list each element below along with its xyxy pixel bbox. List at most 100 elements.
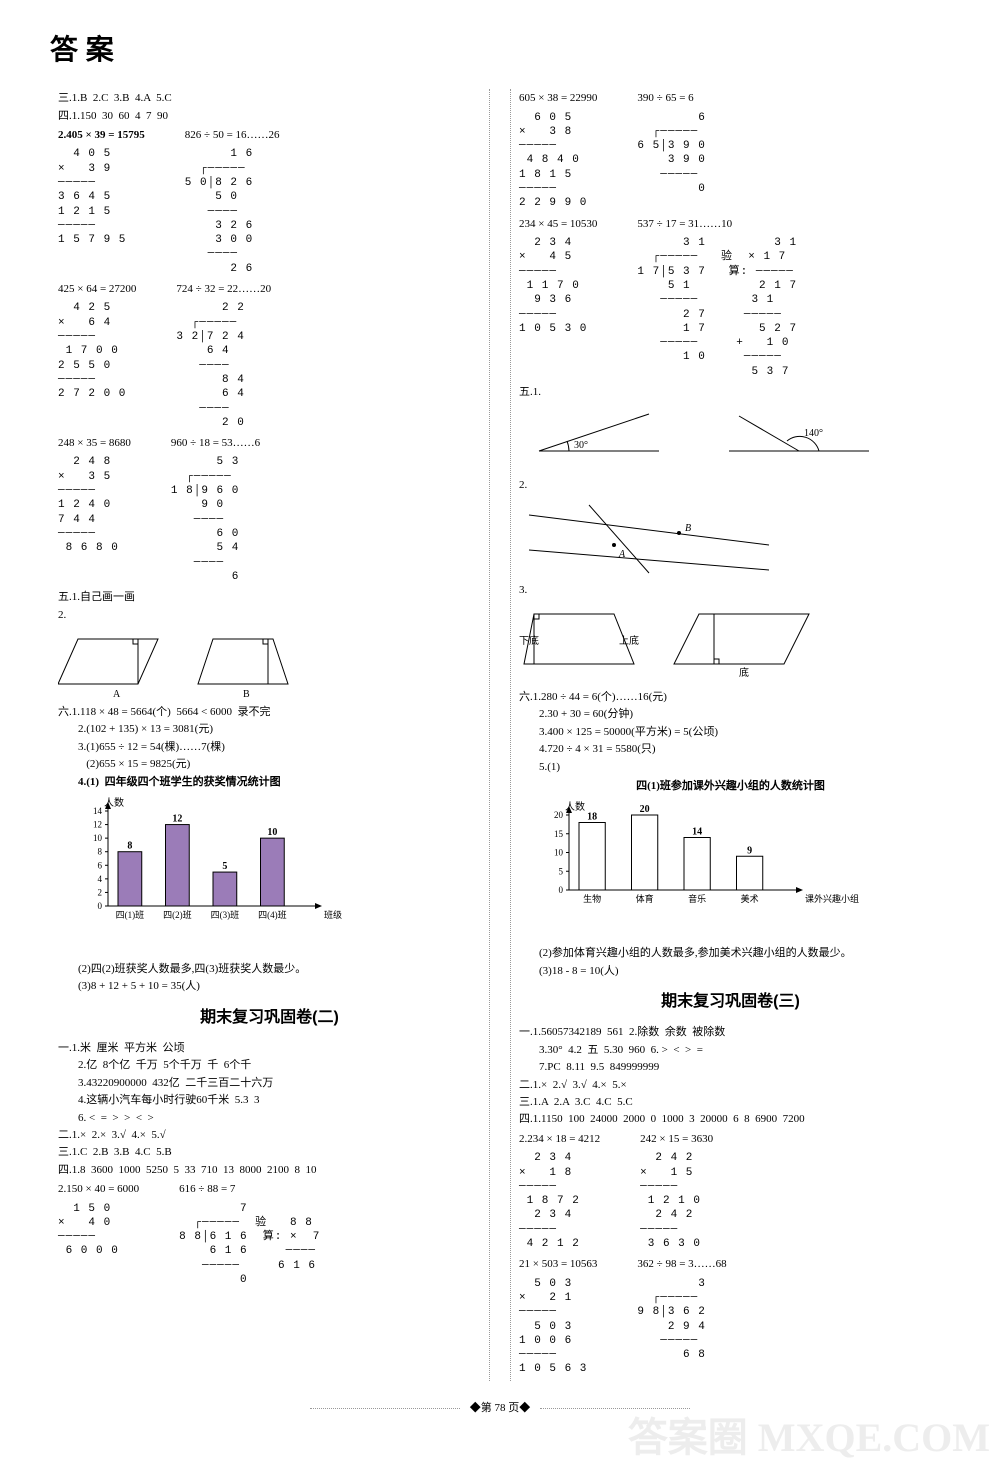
svg-text:10: 10 — [93, 833, 103, 843]
ans-4-1: 四.1.150 30 60 4 7 90 — [58, 109, 481, 124]
svg-text:音乐: 音乐 — [688, 893, 706, 904]
calc-title: 605 × 38 = 22990 — [519, 91, 597, 106]
svg-text:体育: 体育 — [636, 893, 654, 904]
r-5-2: 2. — [519, 478, 942, 493]
calc-248x35: 2 4 8 × 3 5 ───── 1 2 4 0 7 4 4 ───── 8 … — [58, 455, 131, 555]
paper3-title: 期末复习巩固卷(三) — [519, 991, 942, 1013]
calc-title: 242 × 15 = 3630 — [640, 1132, 713, 1147]
p3-4-1: 四.1.1150 100 24000 2000 0 1000 3 20000 6… — [519, 1112, 942, 1127]
calc-605x38: 6 0 5 × 3 8 ───── 4 8 4 0 1 8 1 5 ───── … — [519, 111, 597, 211]
svg-text:15: 15 — [554, 829, 564, 839]
chart2-title: 四(1)班参加课外兴趣小组的人数统计图 — [519, 779, 942, 794]
svg-text:12: 12 — [172, 813, 182, 824]
svg-text:12: 12 — [93, 819, 102, 829]
calc-234x18: 2 3 4 × 1 8 ───── 1 8 7 2 2 3 4 ───── 4 … — [519, 1151, 600, 1251]
svg-text:10: 10 — [554, 848, 564, 858]
svg-text:5: 5 — [222, 861, 227, 872]
r-6-1: 六.1.280 ÷ 44 = 6(个)……16(元) — [519, 690, 942, 705]
svg-text:8: 8 — [127, 841, 132, 852]
ans-6-3a: 3.(1)655 ÷ 12 = 54(棵)……7(棵) — [58, 740, 481, 755]
calc-title: 960 ÷ 18 = 53……6 — [171, 436, 260, 451]
svg-text:6: 6 — [98, 860, 103, 870]
points-AB-diagram: A B — [519, 495, 779, 575]
p3-2: 二.1.× 2.√ 3.√ 4.× 5.× — [519, 1078, 942, 1093]
svg-text:A: A — [618, 549, 626, 560]
page-title: 答 案 — [50, 30, 950, 69]
calc-title: 616 ÷ 88 = 7 — [179, 1182, 320, 1197]
calc-405x39: 4 0 5 × 3 9 ───── 3 6 4 5 1 2 1 5 ───── … — [58, 147, 145, 247]
svg-text:A: A — [113, 689, 121, 699]
r-6-2: 2.30 + 30 = 60(分钟) — [519, 707, 942, 722]
p3-3: 三.1.A 2.A 3.C 4.C 5.C — [519, 1095, 942, 1110]
r-6-5b: (2)参加体育兴趣小组的人数最多,参加美术兴趣小组的人数最少。 — [519, 946, 942, 961]
calc-537d17: 3 1 3 1 ┌───── 验 × 1 7 1 7│5 3 7 算: ────… — [637, 236, 797, 379]
p2-3: 三.1.C 2.B 3.B 4.C 5.B — [58, 1145, 481, 1160]
ans-3: 三.1.B 2.C 3.B 4.A 5.C — [58, 91, 481, 106]
calc-616d88: 7 ┌───── 验 8 8 8 8│6 1 6 算: × 7 6 1 6 ──… — [179, 1202, 320, 1288]
trapezoid-parallelogram: 下底 上底 底 — [519, 604, 942, 684]
calc-title: 2.150 × 40 = 6000 — [58, 1182, 139, 1197]
svg-text:四(4)班: 四(4)班 — [258, 909, 287, 920]
svg-text:0: 0 — [98, 901, 103, 911]
ans-5-1: 五.1.自己画一画 — [58, 590, 481, 605]
r-6-3: 3.400 × 125 = 50000(平方米) = 5(公顷) — [519, 725, 942, 740]
left-column: 三.1.B 2.C 3.B 4.A 5.C 四.1.150 30 60 4 7 … — [50, 89, 490, 1381]
trapezoid-B: B — [188, 629, 298, 699]
ans-6-3b: (2)655 × 15 = 9825(元) — [58, 757, 481, 772]
calc-503x21: 5 0 3 × 2 1 ───── 5 0 3 1 0 0 6 ───── 1 … — [519, 1277, 597, 1377]
r-6-4: 4.720 ÷ 4 × 31 = 5580(只) — [519, 742, 942, 757]
ans-5-2: 2. — [58, 608, 481, 623]
calc-title: 2.405 × 39 = 15795 — [58, 128, 145, 143]
svg-text:14: 14 — [692, 827, 702, 838]
p2-4-1: 四.1.8 3600 1000 5250 5 33 710 13 8000 21… — [58, 1163, 481, 1178]
svg-text:下底: 下底 — [519, 634, 539, 647]
svg-text:18: 18 — [587, 812, 597, 823]
p3-1-3: 3.30° 4.2 五 5.30 960 6. > < > = — [519, 1043, 942, 1058]
p2-1-4: 4.这辆小汽车每小时行驶60千米 5.3 3 — [58, 1093, 481, 1108]
svg-text:四(1)班: 四(1)班 — [116, 909, 145, 920]
page-footer: ◆第 78 页◆ — [50, 1401, 950, 1416]
calc-title: 724 ÷ 32 = 22……20 — [176, 282, 271, 297]
ans-6-4: 4.(1) 四年级四个班学生的获奖情况统计图 — [58, 775, 481, 790]
calc-title: 537 ÷ 17 = 31……10 — [637, 217, 797, 232]
calc-title: 390 ÷ 65 = 6 — [637, 91, 705, 106]
svg-text:四(3)班: 四(3)班 — [211, 909, 240, 920]
svg-text:4: 4 — [98, 874, 103, 884]
svg-text:生物: 生物 — [583, 893, 601, 904]
calc-390d65: 6 ┌───── 6 5│3 9 0 3 9 0 ───── 0 — [637, 111, 705, 197]
bar-chart-2: 人数0510152018生物20体育14音乐9美术课外兴趣小组 — [539, 800, 942, 940]
r-5-1: 五.1. — [519, 385, 942, 400]
p2-2: 二.1.× 2.× 3.√ 4.× 5.√ — [58, 1128, 481, 1143]
p2-1-6: 6. < = > > < > — [58, 1111, 481, 1126]
svg-text:2: 2 — [98, 887, 103, 897]
svg-text:四(2)班: 四(2)班 — [163, 909, 192, 920]
p3-1-7: 7.PC 8.11 9.5 849999999 — [519, 1060, 942, 1075]
p2-1-1: 一.1.米 厘米 平方米 公顷 — [58, 1041, 481, 1056]
calc-title: 2.234 × 18 = 4212 — [519, 1132, 600, 1147]
svg-text:课外兴趣小组: 课外兴趣小组 — [805, 893, 859, 904]
calc-826d50: 1 6 ┌───── 5 0│8 2 6 5 0 ──── 3 2 6 3 0 … — [185, 147, 280, 276]
calc-title: 248 × 35 = 8680 — [58, 436, 131, 451]
svg-text:上底: 上底 — [619, 634, 639, 647]
r-5-3: 3. — [519, 583, 942, 598]
svg-text:B: B — [685, 523, 691, 534]
calc-title: 826 ÷ 50 = 16……26 — [185, 128, 280, 143]
ans-6-4c: (3)8 + 12 + 5 + 10 = 35(人) — [58, 979, 481, 994]
svg-text:20: 20 — [640, 804, 650, 815]
watermark: 答案圈 MXQE.COM — [628, 1410, 990, 1466]
content-columns: 三.1.B 2.C 3.B 4.A 5.C 四.1.150 30 60 4 7 … — [50, 89, 950, 1381]
p2-1-3: 3.43220900000 432亿 二千三百二十六万 — [58, 1076, 481, 1091]
svg-text:美术: 美术 — [741, 893, 759, 904]
calc-150x40: 1 5 0 × 4 0 ───── 6 0 0 0 — [58, 1202, 139, 1259]
shape-row: A B — [58, 629, 481, 699]
svg-text:8: 8 — [98, 847, 103, 857]
svg-text:14: 14 — [93, 806, 103, 816]
ans-6-1: 六.1.118 × 48 = 5664(个) 5664 < 6000 录不完 — [58, 705, 481, 720]
ans-6-2: 2.(102 + 135) × 13 = 3081(元) — [58, 722, 481, 737]
p2-1-2: 2.亿 8个亿 千万 5个千万 千 6个千 — [58, 1058, 481, 1073]
calc-234x45: 2 3 4 × 4 5 ───── 1 1 7 0 9 3 6 ───── 1 … — [519, 236, 597, 336]
ans-6-4b: (2)四(2)班获奖人数最多,四(3)班获奖人数最少。 — [58, 962, 481, 977]
svg-text:20: 20 — [554, 810, 564, 820]
svg-text:9: 9 — [747, 846, 752, 857]
svg-text:5: 5 — [559, 867, 564, 877]
